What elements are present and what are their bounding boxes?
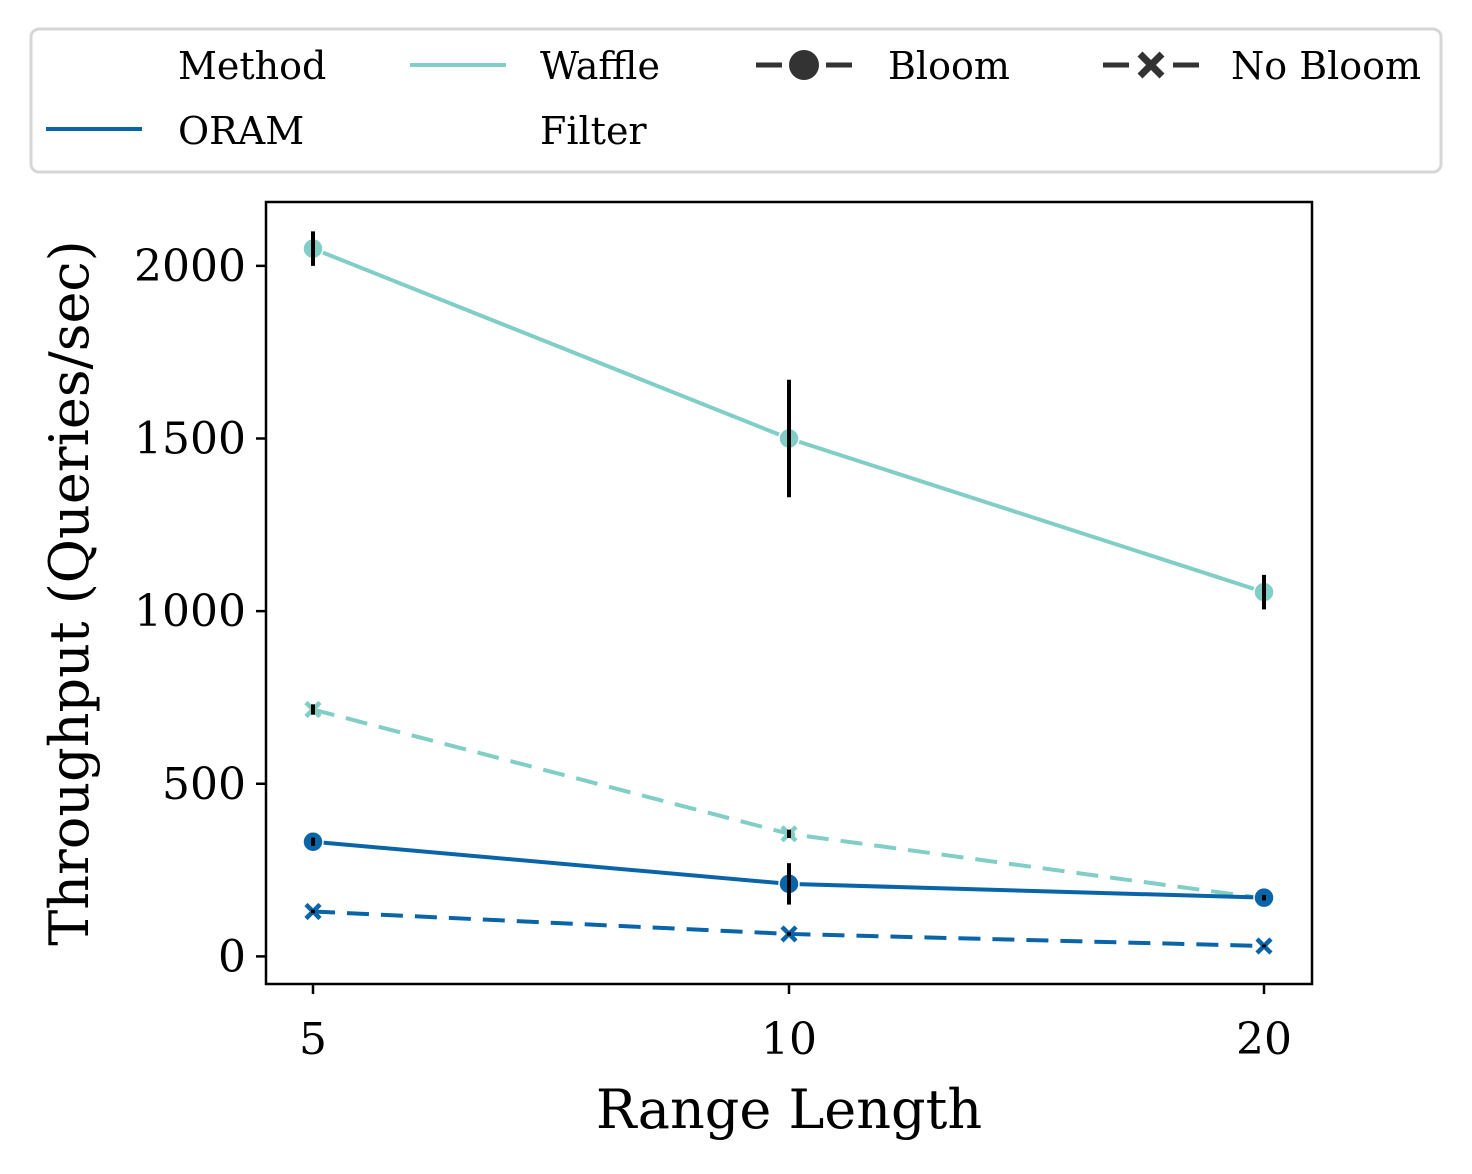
series-waffle-filter-bloom bbox=[302, 231, 1275, 610]
series-line bbox=[312, 909, 1265, 949]
legend-bloom-label: Bloom bbox=[888, 44, 1010, 88]
y-axis-title: Throughput (Queries/sec) bbox=[38, 240, 101, 945]
legend-nobloom-label: No Bloom bbox=[1231, 44, 1421, 88]
y-tick-label: 1000 bbox=[134, 586, 246, 637]
y-axis-ticks: 0 500 1000 1500 2000 bbox=[134, 241, 266, 982]
legend-frame bbox=[29, 27, 1443, 174]
x-axis-ticks: 5 10 20 bbox=[299, 984, 1292, 1065]
series-layer bbox=[302, 231, 1275, 955]
legend-nobloom-symbol bbox=[1103, 51, 1199, 79]
legend-waffle-label-line2: Filter bbox=[540, 109, 647, 153]
y-tick-label: 500 bbox=[162, 759, 246, 810]
legend-waffle-label-line1: Waffle bbox=[540, 44, 660, 88]
legend-title: Method bbox=[178, 44, 326, 88]
series-waffle-filter-no-bloom bbox=[304, 700, 1273, 907]
series-oram-no-bloom bbox=[304, 902, 1273, 955]
y-tick-label: 1500 bbox=[134, 413, 246, 464]
legend-bloom-circle-icon bbox=[789, 50, 819, 80]
legend-bloom-symbol bbox=[756, 50, 852, 80]
x-tick-label: 20 bbox=[1236, 1014, 1292, 1065]
legend-oram-label: ORAM bbox=[178, 109, 304, 153]
legend-nobloom-x-icon bbox=[1137, 51, 1165, 79]
x-axis-title: Range Length bbox=[596, 1078, 982, 1141]
legend: Method ORAM Waffle Filter Bloom No Bloom bbox=[29, 27, 1443, 174]
y-tick-label: 2000 bbox=[134, 241, 246, 292]
series-oram-bloom bbox=[302, 831, 1275, 909]
x-tick-label: 5 bbox=[299, 1014, 327, 1065]
x-tick-label: 10 bbox=[761, 1014, 817, 1065]
y-tick-label: 0 bbox=[218, 931, 246, 982]
